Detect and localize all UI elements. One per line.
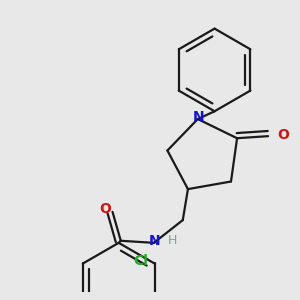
Text: H: H <box>167 234 177 247</box>
Text: N: N <box>149 234 161 248</box>
Text: O: O <box>99 202 111 216</box>
Text: Cl: Cl <box>134 254 148 268</box>
Text: N: N <box>193 110 205 124</box>
Text: O: O <box>278 128 289 142</box>
